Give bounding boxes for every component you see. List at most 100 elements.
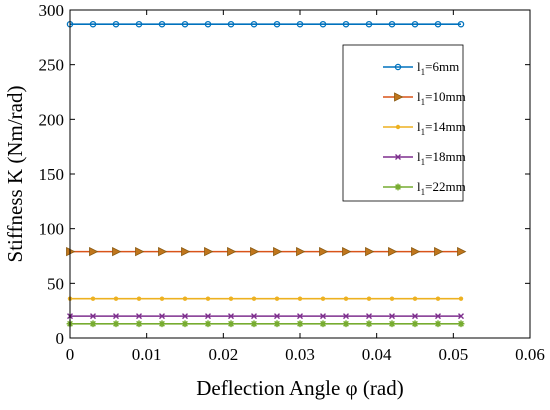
data-point	[319, 20, 327, 28]
data-point	[296, 320, 304, 328]
data-point	[342, 246, 352, 257]
data-point	[89, 20, 97, 28]
legend-item-5: l1=22mm	[383, 179, 466, 197]
data-point	[434, 320, 442, 328]
data-point	[250, 320, 258, 328]
data-point	[319, 246, 329, 257]
data-point	[458, 313, 464, 320]
data-point	[296, 20, 304, 28]
legend-marker	[395, 154, 401, 160]
data-point	[389, 313, 395, 320]
data-point	[411, 320, 419, 328]
data-point	[435, 296, 441, 301]
legend-label: l1=22mm	[417, 179, 466, 197]
data-point	[342, 20, 350, 28]
y-tick-label: 100	[39, 220, 65, 239]
data-point	[366, 313, 372, 320]
legend-label: l1=6mm	[417, 59, 459, 77]
data-point	[204, 320, 212, 328]
x-tick-label: 0	[66, 345, 75, 364]
data-point	[113, 296, 119, 301]
data-point	[182, 296, 188, 301]
y-tick-label: 150	[39, 165, 65, 184]
data-point	[112, 320, 120, 328]
data-point	[457, 246, 467, 257]
y-tick-label: 200	[39, 110, 65, 129]
legend-box	[342, 44, 464, 202]
data-point	[112, 20, 120, 28]
data-point	[158, 320, 166, 328]
legend-marker	[394, 183, 402, 191]
data-point	[365, 20, 373, 28]
data-point	[135, 320, 143, 328]
data-point	[250, 246, 260, 257]
data-point	[250, 20, 258, 28]
legend-label: l1=18mm	[417, 149, 466, 167]
data-point	[136, 296, 142, 301]
data-point	[296, 246, 306, 257]
data-point	[205, 296, 211, 301]
legend-marker	[394, 92, 404, 102]
data-point	[251, 296, 257, 301]
data-point	[274, 313, 280, 320]
y-tick-label: 0	[56, 329, 65, 348]
data-point	[205, 313, 211, 320]
legend: l1=6mm l1=10mm l1=14mm l1=18mm l1=22mm	[342, 44, 466, 202]
series-3	[67, 296, 464, 301]
data-point	[388, 246, 398, 257]
data-point	[227, 20, 235, 28]
x-axis-label: Deflection Angle φ (rad)	[196, 376, 403, 400]
data-point	[159, 296, 165, 301]
y-axis-label: Stiffness K (Nm/rad)	[3, 86, 27, 263]
series-layer	[66, 20, 467, 328]
data-point	[297, 313, 303, 320]
x-tick-label: 0.02	[208, 345, 238, 364]
data-point	[181, 246, 191, 257]
data-point	[388, 20, 396, 28]
data-point	[135, 20, 143, 28]
data-point	[411, 246, 421, 257]
series-5	[66, 320, 465, 328]
data-point	[158, 246, 168, 257]
y-tick-label: 300	[39, 1, 65, 20]
legend-label: l1=10mm	[417, 89, 466, 107]
data-point	[412, 313, 418, 320]
data-point	[457, 320, 465, 328]
series-2	[66, 246, 467, 257]
data-point	[434, 20, 442, 28]
data-point	[227, 320, 235, 328]
data-point	[251, 313, 257, 320]
x-tick-label: 0.06	[515, 345, 545, 364]
data-point	[297, 296, 303, 301]
data-point	[158, 20, 166, 28]
data-point	[458, 296, 464, 301]
y-tick-label: 50	[47, 274, 64, 293]
data-point	[274, 296, 280, 301]
y-tick-label: 250	[39, 56, 65, 75]
data-point	[228, 296, 234, 301]
data-point	[273, 320, 281, 328]
data-point	[388, 320, 396, 328]
data-point	[273, 246, 283, 257]
data-point	[343, 313, 349, 320]
data-point	[89, 320, 97, 328]
data-point	[112, 246, 122, 257]
data-point	[181, 320, 189, 328]
x-tick-label: 0.04	[362, 345, 392, 364]
data-point	[366, 296, 372, 301]
data-point	[159, 313, 165, 320]
ticks-layer: 0 0.01 0.02 0.03 0.04 0.05 0.06 0 50 100 150 200 250…	[39, 1, 545, 364]
data-point	[90, 313, 96, 320]
data-point	[319, 320, 327, 328]
data-point	[182, 313, 188, 320]
data-point	[320, 296, 326, 301]
data-point	[435, 313, 441, 320]
data-point	[204, 246, 214, 257]
data-point	[181, 20, 189, 28]
data-point	[411, 20, 419, 28]
data-point	[457, 20, 465, 28]
data-point	[365, 320, 373, 328]
series-4	[67, 313, 464, 320]
legend-item-2: l1=10mm	[383, 89, 466, 107]
legend-item-3: l1=14mm	[383, 119, 466, 137]
